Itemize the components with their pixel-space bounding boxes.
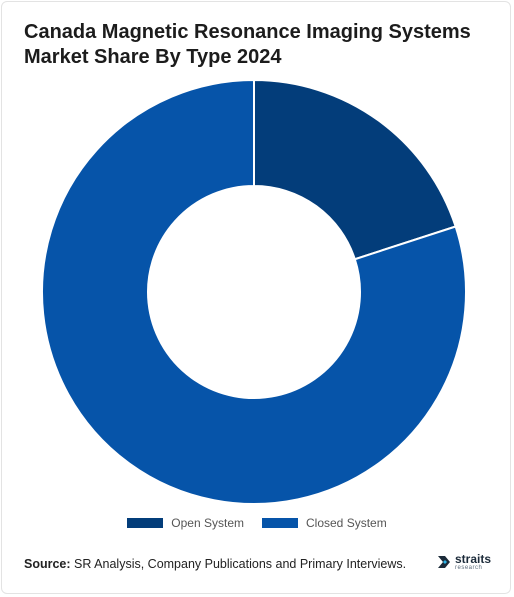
legend-label-closed-system: Closed System	[306, 516, 387, 530]
donut-slice-closed-system[interactable]	[41, 78, 467, 505]
logo-sub: research	[455, 565, 483, 571]
source-note: Source: SR Analysis, Company Publication…	[24, 557, 406, 571]
source-label: Source:	[24, 557, 71, 571]
legend-item-closed-system[interactable]: Closed System	[262, 516, 387, 530]
chart-title: Canada Magnetic Resonance Imaging System…	[24, 21, 471, 68]
legend-swatch-open-system	[127, 518, 164, 528]
chart-legend: Open System Closed System	[0, 516, 514, 530]
legend-label-open-system: Open System	[171, 516, 244, 530]
straits-logo: straits research	[436, 553, 491, 571]
donut-slice-open-system[interactable]	[253, 78, 457, 261]
logo-mark-icon	[438, 556, 450, 568]
legend-swatch-closed-system	[262, 518, 298, 528]
logo-name: straits	[455, 552, 492, 566]
source-text: SR Analysis, Company Publications and Pr…	[74, 557, 407, 571]
legend-item-open-system[interactable]: Open System	[127, 516, 244, 530]
